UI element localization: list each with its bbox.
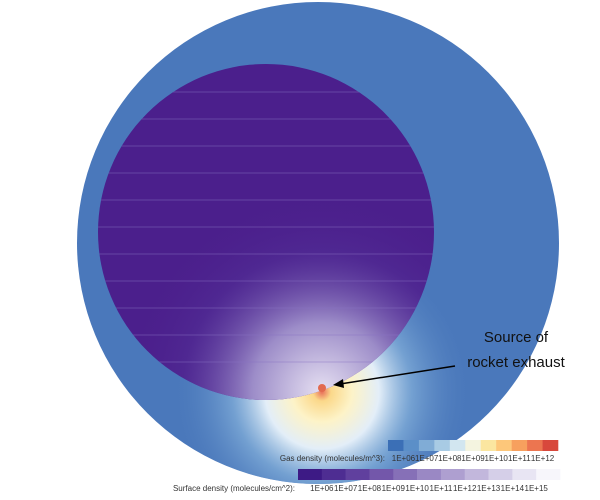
colorbar-swatch	[434, 440, 451, 451]
colorbar-swatch	[393, 469, 418, 480]
colorbar-swatch	[536, 469, 561, 480]
colorbar-swatch	[496, 440, 512, 451]
colorbar-tick-label: 1E+12	[453, 484, 477, 493]
colorbar-tick-label: 1E+10	[405, 484, 429, 493]
colorbar-swatch	[403, 440, 420, 451]
colorbar-swatch	[345, 469, 370, 480]
colorbar-swatch	[488, 469, 513, 480]
colorbar-swatch	[321, 469, 346, 480]
colorbar-swatch	[388, 440, 404, 451]
colorbar-swatch	[480, 440, 497, 451]
colorbar-swatch	[449, 440, 466, 451]
colorbar-tick-label: 1E+06	[392, 454, 416, 463]
colorbar-tick-label: 1E+12	[531, 454, 555, 463]
colorbar-tick-label: 1E+13	[477, 484, 501, 493]
colorbar-swatch	[542, 440, 559, 451]
colorbar-swatch	[465, 440, 482, 451]
colorbar-tick-label: 1E+07	[334, 484, 358, 493]
annotation: Source of	[484, 329, 549, 346]
colorbar-tick-label: 1E+07	[415, 454, 439, 463]
colorbar-swatch	[369, 469, 394, 480]
colorbar-swatch	[298, 469, 323, 480]
colorbar-tick-label: 1E+11	[430, 484, 453, 493]
annotation: rocket exhaust	[467, 354, 565, 371]
colorbar-swatch	[417, 469, 442, 480]
colorbar-swatch	[418, 440, 435, 451]
colorbar-tick-label: 1E+15	[525, 484, 549, 493]
colorbar-label: Surface density (molecules/cm^2):	[173, 484, 295, 493]
arrow	[339, 365, 456, 385]
surface-deposit	[98, 64, 434, 400]
colorbar-tick-label: 1E+06	[310, 484, 334, 493]
colorbar-tick-label: 1E+08	[358, 484, 382, 493]
colorbar-swatch	[464, 469, 489, 480]
arrow-head	[333, 379, 344, 388]
exhaust-source	[318, 384, 326, 392]
colorbar-tick-label: 1E+11	[508, 454, 531, 463]
colorbar-label: Gas density (molecules/m^3):	[280, 454, 385, 463]
colorbar-tick-label: 1E+14	[501, 484, 525, 493]
colorbar-swatch	[440, 469, 466, 480]
colorbar-tick-label: 1E+09	[382, 484, 406, 493]
colorbar-tick-label: 1E+08	[438, 454, 462, 463]
colorbar-swatch	[512, 469, 537, 480]
colorbar-tick-label: 1E+09	[461, 454, 485, 463]
colorbar-swatch	[527, 440, 543, 451]
colorbar-tick-label: 1E+10	[485, 454, 509, 463]
colorbars: Gas density (molecules/m^3): 1E+06 1E+07 1E…	[173, 440, 561, 493]
colorbar-swatch	[511, 440, 528, 451]
